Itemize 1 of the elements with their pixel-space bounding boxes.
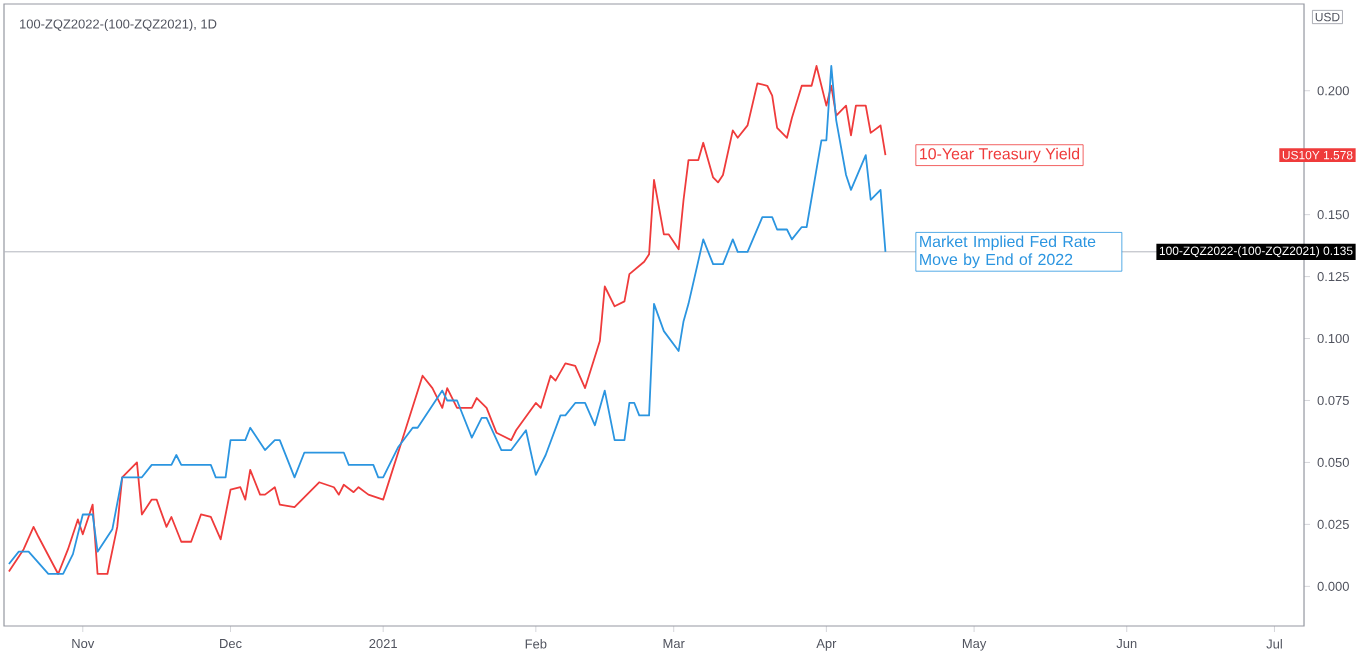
line-series	[8, 65, 887, 575]
